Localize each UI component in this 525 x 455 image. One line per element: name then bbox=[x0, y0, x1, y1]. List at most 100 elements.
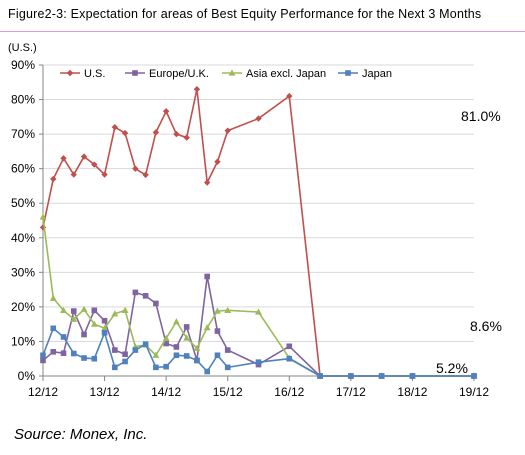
value-annotation: 5.2% bbox=[436, 360, 468, 376]
data-point bbox=[224, 364, 231, 371]
data-point bbox=[80, 153, 88, 160]
series-japan bbox=[40, 325, 477, 379]
gridlines bbox=[43, 64, 474, 342]
data-point bbox=[81, 331, 87, 338]
data-point bbox=[173, 344, 180, 350]
data-point bbox=[152, 351, 160, 358]
data-point bbox=[152, 129, 160, 136]
y-tick-label: 90% bbox=[11, 58, 35, 72]
y-tick-label: 20% bbox=[11, 300, 35, 314]
data-point bbox=[101, 324, 108, 331]
data-point bbox=[132, 289, 139, 296]
x-axis-ticks: 12/12 13/12 14/12 15/12 16/12 17/12 18/12 19/12 bbox=[28, 376, 489, 399]
data-point bbox=[183, 334, 191, 341]
data-point bbox=[122, 358, 128, 365]
data-point bbox=[60, 334, 67, 340]
data-point bbox=[142, 171, 149, 179]
data-point bbox=[50, 325, 57, 332]
data-point bbox=[224, 127, 231, 134]
data-point bbox=[91, 355, 98, 362]
data-point bbox=[193, 85, 201, 93]
data-point bbox=[228, 69, 236, 76]
y-tick-label: 40% bbox=[11, 231, 35, 245]
data-point bbox=[317, 373, 323, 379]
x-tick-label: 19/12 bbox=[459, 385, 489, 399]
data-point bbox=[111, 124, 119, 131]
data-point bbox=[183, 353, 190, 359]
series-line bbox=[42, 327, 474, 377]
data-point bbox=[80, 305, 88, 312]
data-point bbox=[224, 347, 231, 353]
data-point bbox=[173, 352, 180, 359]
data-point bbox=[70, 350, 77, 357]
data-point bbox=[121, 306, 129, 313]
y-tick-label: 50% bbox=[11, 196, 35, 210]
legend-entry: U.S. bbox=[60, 68, 105, 80]
data-point bbox=[142, 293, 149, 299]
legend-entry: Europe/U.K. bbox=[125, 68, 209, 80]
x-tick-label: 18/12 bbox=[397, 385, 427, 399]
data-point bbox=[163, 340, 169, 347]
data-point bbox=[194, 357, 200, 364]
data-point bbox=[81, 355, 87, 361]
data-point bbox=[162, 108, 170, 115]
annotations: 81.0% 8.6% 5.2% bbox=[436, 108, 502, 376]
data-point bbox=[132, 347, 139, 353]
data-point bbox=[286, 343, 293, 350]
data-point bbox=[122, 351, 128, 358]
data-point bbox=[132, 165, 139, 172]
data-point bbox=[203, 179, 211, 186]
y-axis-ticks: 0% 10% 20% 30% 40% 50% 60% 70% 80% 90% bbox=[11, 58, 43, 383]
x-tick-label: 15/12 bbox=[213, 385, 243, 399]
data-point bbox=[50, 349, 57, 355]
series-line bbox=[42, 275, 474, 377]
data-point bbox=[378, 373, 385, 379]
data-point bbox=[214, 352, 221, 359]
x-tick-label: 12/12 bbox=[28, 385, 58, 399]
data-point bbox=[60, 350, 67, 356]
title-divider bbox=[0, 31, 525, 32]
data-point bbox=[204, 368, 210, 375]
data-point bbox=[70, 315, 78, 322]
data-point bbox=[255, 308, 262, 315]
x-tick-label: 17/12 bbox=[336, 385, 366, 399]
data-point bbox=[162, 334, 170, 341]
legend-entry: Asia excl. Japan bbox=[222, 68, 326, 80]
data-point bbox=[153, 300, 159, 307]
source-note: Source: Monex, Inc. bbox=[14, 426, 148, 443]
y-tick-label: 0% bbox=[18, 369, 36, 383]
legend-label: Asia excl. Japan bbox=[246, 68, 326, 80]
data-point bbox=[173, 318, 180, 325]
data-point bbox=[101, 317, 108, 324]
y-tick-label: 80% bbox=[11, 93, 35, 107]
legend-label: Europe/U.K. bbox=[149, 68, 209, 80]
data-point bbox=[101, 171, 108, 178]
data-point bbox=[101, 330, 108, 336]
data-point bbox=[153, 364, 159, 371]
data-point bbox=[40, 357, 46, 364]
x-tick-label: 14/12 bbox=[151, 385, 181, 399]
data-point bbox=[39, 213, 47, 220]
data-point bbox=[348, 373, 354, 379]
y-tick-label: 30% bbox=[11, 265, 35, 279]
data-point bbox=[121, 129, 129, 137]
data-point bbox=[112, 364, 118, 371]
figure-title: Figure2-3: Expectation for areas of Best… bbox=[8, 7, 482, 21]
data-point bbox=[224, 306, 232, 313]
data-point bbox=[286, 92, 293, 100]
data-point bbox=[90, 320, 98, 327]
data-point bbox=[345, 70, 351, 76]
x-tick-label: 16/12 bbox=[274, 385, 304, 399]
data-point bbox=[471, 373, 477, 379]
data-point bbox=[255, 115, 262, 122]
data-point bbox=[409, 373, 416, 379]
y-tick-label: 60% bbox=[11, 162, 35, 176]
legend-entry: Japan bbox=[338, 68, 392, 80]
value-annotation: 81.0% bbox=[461, 108, 501, 124]
legend: U.S. Europe/U.K. Asia excl. Japan Japan bbox=[60, 68, 392, 80]
data-point bbox=[50, 175, 57, 183]
data-point bbox=[49, 294, 57, 301]
y-tick-label: 10% bbox=[11, 334, 35, 348]
data-point bbox=[91, 307, 98, 314]
